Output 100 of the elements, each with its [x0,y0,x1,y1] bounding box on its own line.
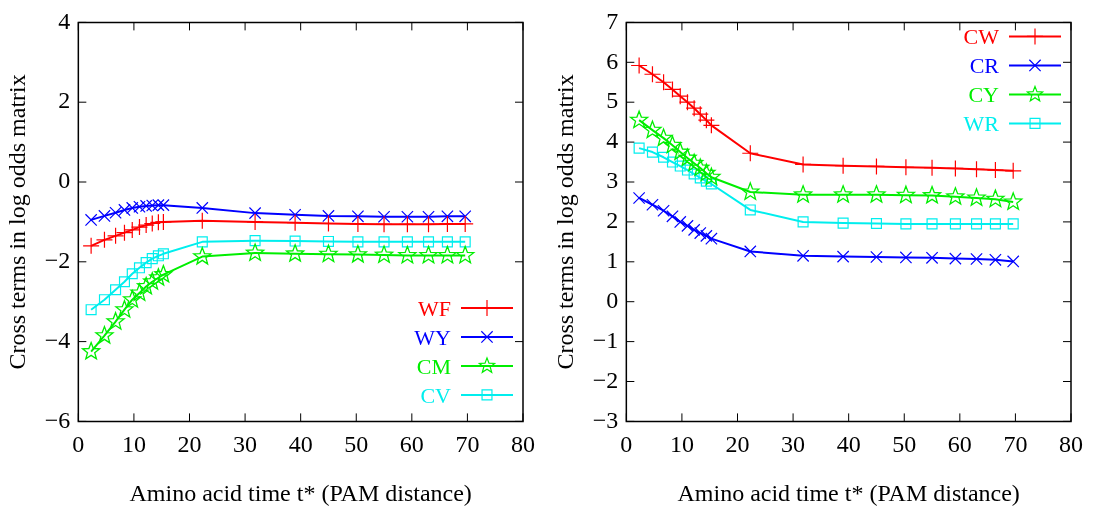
point [657,204,670,217]
point [796,249,810,263]
y-axis-title: Cross terms in log odds matrix [551,74,578,370]
point [196,201,209,215]
point [422,236,435,248]
point [797,216,809,228]
point [137,216,155,234]
point [133,200,146,213]
y-tick-label: −4 [44,326,71,353]
y-tick-label: 5 [606,87,619,114]
x-tick-label: 50 [344,431,369,458]
y-axis-title: Cross terms in log odds matrix [3,74,30,370]
point [633,142,645,154]
point [705,178,717,190]
point [81,341,101,360]
point [926,218,938,230]
point [348,244,368,263]
point [98,294,111,306]
point [95,325,114,344]
legend-label: CR [969,53,1000,79]
point [870,217,883,230]
point [899,251,913,264]
legend-label: CV [420,382,452,408]
point [1007,218,1019,230]
point [140,257,152,269]
point [106,312,125,330]
point [684,153,704,172]
point [946,187,965,205]
x-tick-label: 30 [781,431,806,458]
point [949,218,961,230]
point [694,226,707,240]
point [109,206,122,219]
point [143,214,161,233]
point [157,248,169,260]
point [125,201,139,215]
point [115,224,134,242]
point [152,198,165,212]
point [897,158,915,176]
point [193,246,212,265]
x-axis-title: Amino acid time t* (PAM distance) [677,479,1020,506]
point [741,144,759,162]
point [139,199,153,213]
point [285,244,305,262]
point [146,253,158,265]
x-tick-label: 70 [1003,431,1028,458]
y-tick-label: −2 [44,247,71,274]
point [422,210,435,223]
y-tick-label: 0 [606,287,619,313]
point [834,157,852,175]
point [671,142,690,161]
point [836,250,850,263]
point [95,231,114,249]
point [922,185,942,204]
y-tick-label: 3 [606,167,619,194]
point [146,199,159,212]
point [249,235,261,247]
point [900,218,912,230]
point [398,245,417,264]
x-tick-label: 40 [288,431,313,458]
point [82,237,100,255]
point [837,217,849,229]
point [455,245,475,264]
point [986,161,1005,179]
point [419,215,438,233]
point [143,272,162,290]
point [989,218,1001,230]
point [126,268,138,280]
point [986,189,1005,208]
y-tick-label: 4 [58,7,71,34]
point [925,251,939,265]
point [110,284,122,296]
x-tick-label: 50 [892,431,917,458]
point [398,215,416,233]
point [833,185,853,203]
point [949,252,962,265]
x-tick-label: 80 [511,431,535,458]
point [118,203,131,217]
point [741,182,760,200]
point [441,210,454,223]
point [970,218,983,230]
point [459,236,471,248]
point [401,236,413,248]
point [248,206,262,220]
point [632,191,646,205]
point [870,250,883,264]
legend-label: CW [963,24,1000,50]
point [702,167,721,186]
point [896,185,916,204]
point [673,215,687,229]
point [152,250,164,262]
point [351,210,365,223]
point [697,163,716,182]
point [118,276,131,288]
x-tick-label: 60 [947,431,972,458]
legend-label: WY [414,324,452,350]
point [694,172,706,184]
x-tick-label: 10 [669,431,694,458]
x-tick-label: 10 [121,431,146,458]
point [136,276,156,295]
point [85,304,97,316]
